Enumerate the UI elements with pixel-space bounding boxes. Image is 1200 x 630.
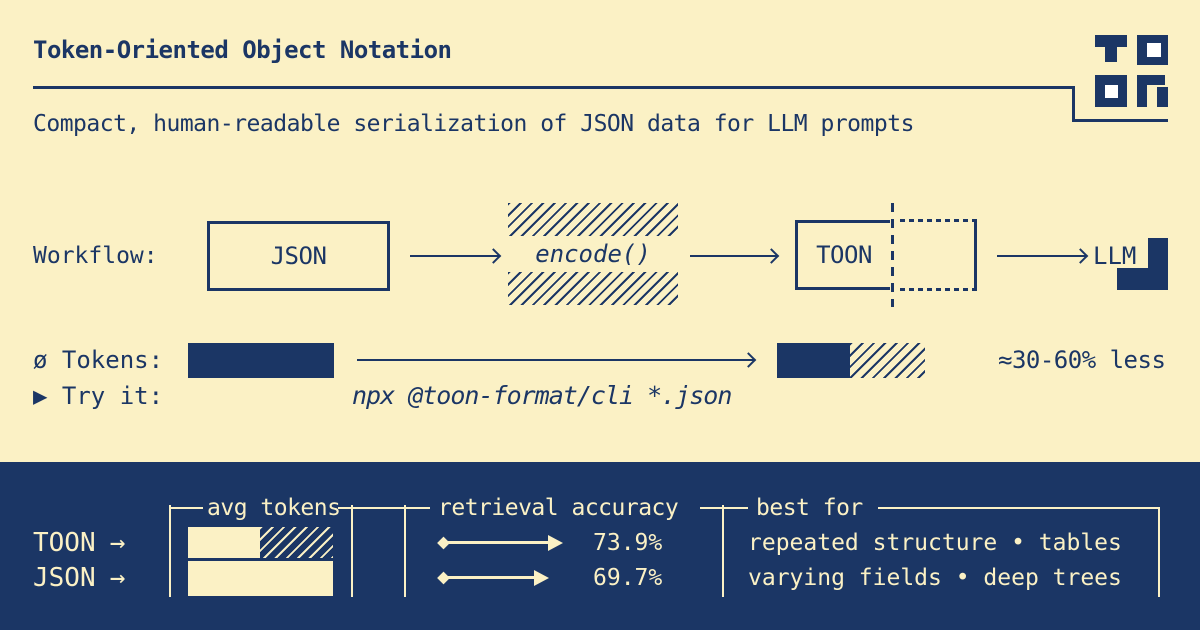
header-rule — [170, 507, 203, 509]
right-arrow-icon: → — [109, 528, 126, 558]
json-source-label: JSON — [270, 242, 327, 270]
llm-corner-icon-base — [1117, 268, 1168, 290]
column-bracket-left — [169, 505, 171, 597]
header-rule — [878, 507, 1160, 509]
accuracy-value-toon: 73.9% — [593, 530, 663, 556]
trimmed-box-right — [974, 219, 977, 291]
column-header-best-for: best for — [756, 495, 863, 521]
title-rule — [33, 86, 1075, 89]
toon-token-bar — [777, 343, 850, 378]
cut-dashed-line — [891, 203, 894, 307]
encode-step: encode() — [508, 203, 678, 305]
logo-tile-o2 — [1095, 75, 1127, 107]
savings-label: ≈30-60% less — [998, 346, 1166, 374]
arrow-encode-to-toon — [690, 255, 778, 257]
arrow-toon-to-llm — [997, 255, 1087, 257]
row-label-json: JSON → — [33, 563, 126, 593]
llm-label: LLM — [1093, 242, 1137, 270]
encode-label: encode() — [535, 240, 651, 268]
column-divider — [722, 505, 724, 597]
trimmed-box-top — [900, 219, 977, 222]
toon-output-label: TOON — [816, 241, 872, 269]
logo-tile-o1 — [1137, 35, 1168, 65]
avg-tokens-bar-toon — [188, 527, 260, 558]
arrow-token-reduction — [357, 359, 755, 361]
cli-command: npx @toon-format/cli *.json — [352, 381, 732, 410]
column-divider — [351, 505, 353, 597]
right-arrow-icon: → — [109, 563, 126, 593]
title-rule-step — [1072, 86, 1075, 122]
column-bracket-right — [1158, 508, 1160, 597]
arrow-json-to-encode — [410, 255, 500, 257]
logo-tile-n — [1137, 75, 1168, 107]
page-title: Token-Oriented Object Notation — [33, 36, 452, 64]
column-divider — [404, 505, 406, 597]
header-rule — [338, 507, 430, 509]
avg-tokens-bar-toon-savings — [260, 527, 333, 558]
accuracy-arrow-toon — [448, 541, 548, 544]
logo-tile-t — [1095, 35, 1127, 62]
header-rule — [700, 507, 748, 509]
best-for-json: varying fields • deep trees — [748, 565, 1122, 591]
accuracy-arrow-json — [448, 576, 534, 579]
json-source-box: JSON — [207, 221, 390, 291]
trimmed-box-bottom — [900, 288, 977, 291]
tokens-label: ø Tokens: — [33, 346, 164, 374]
try-it-label: ▶ Try it: — [33, 382, 164, 410]
row-label-toon: TOON → — [33, 528, 126, 558]
encode-hatch-top — [508, 203, 678, 236]
workflow-label: Workflow: — [33, 243, 158, 269]
best-for-toon: repeated structure • tables — [748, 530, 1122, 556]
toon-token-bar-savings — [850, 343, 925, 378]
json-token-bar — [188, 343, 334, 378]
avg-tokens-bar-json — [188, 561, 333, 596]
accuracy-value-json: 69.7% — [593, 565, 663, 591]
play-icon: ▶ — [33, 382, 48, 410]
encode-hatch-bottom — [508, 272, 678, 305]
page-subtitle: Compact, human-readable serialization of… — [33, 111, 914, 137]
title-rule-end — [1072, 119, 1168, 122]
toon-output-box: TOON — [795, 220, 890, 290]
diameter-icon: ø — [33, 346, 48, 374]
column-header-avg-tokens: avg tokens — [207, 495, 341, 521]
column-header-accuracy: retrieval accuracy — [438, 495, 679, 521]
toon-logo — [1095, 35, 1168, 107]
